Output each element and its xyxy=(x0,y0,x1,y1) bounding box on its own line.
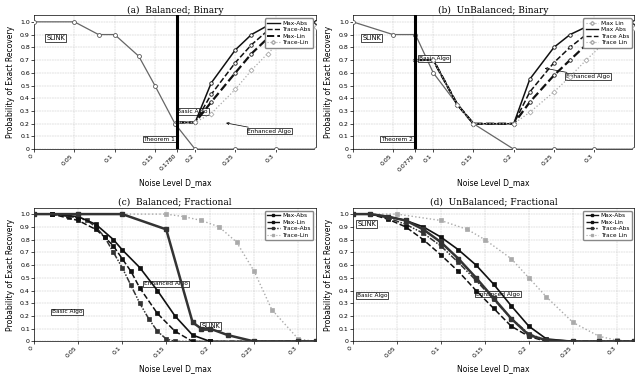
Legend: Max-Abs, Max-Lin, Trace-Abs, Trace Lin: Max-Abs, Max-Lin, Trace-Abs, Trace Lin xyxy=(583,211,632,240)
Text: Basic Algo: Basic Algo xyxy=(52,309,83,315)
Text: Basic Algo: Basic Algo xyxy=(357,293,388,298)
Legend: Max-Abs, Max-Lin, Trace-Abs, Trace-Lin: Max-Abs, Max-Lin, Trace-Abs, Trace-Lin xyxy=(264,211,313,240)
Title: (b)  UnBalanced; Binary: (b) UnBalanced; Binary xyxy=(438,6,549,15)
Text: Theorem 2: Theorem 2 xyxy=(381,136,413,141)
X-axis label: Noise Level D_max: Noise Level D_max xyxy=(458,178,530,187)
Text: Enhanced Algo: Enhanced Algo xyxy=(476,291,520,297)
Y-axis label: Probability of Exact Recovery: Probability of Exact Recovery xyxy=(6,219,15,330)
Legend: Max-Abs, Trace-Abs, Max-Lin, Trace-Lin: Max-Abs, Trace-Abs, Max-Lin, Trace-Lin xyxy=(264,18,313,48)
Text: Basic Algo: Basic Algo xyxy=(177,109,208,114)
Y-axis label: Probability of Exact Recovery: Probability of Exact Recovery xyxy=(324,219,333,330)
Text: SLINK: SLINK xyxy=(362,35,381,41)
Y-axis label: Probability of Exact Recovery: Probability of Exact Recovery xyxy=(324,26,333,138)
Text: Enhanced Algo: Enhanced Algo xyxy=(144,282,188,287)
X-axis label: Noise Level D_max: Noise Level D_max xyxy=(139,178,211,187)
Text: Theorem 1: Theorem 1 xyxy=(143,136,175,141)
X-axis label: Noise Level D_max: Noise Level D_max xyxy=(139,365,211,373)
Title: (d)  UnBalanced; Fractional: (d) UnBalanced; Fractional xyxy=(430,198,557,207)
Text: SLINK: SLINK xyxy=(357,221,376,227)
Title: (a)  Balanced; Binary: (a) Balanced; Binary xyxy=(127,6,223,15)
Text: Enhanced Algo: Enhanced Algo xyxy=(545,67,610,79)
Text: Enhanced Algo: Enhanced Algo xyxy=(227,122,291,134)
Text: SLINK: SLINK xyxy=(202,323,220,329)
X-axis label: Noise Level D_max: Noise Level D_max xyxy=(458,365,530,373)
Title: (c)  Balanced; Fractional: (c) Balanced; Fractional xyxy=(118,198,232,207)
Y-axis label: Probability of Exact Recovery: Probability of Exact Recovery xyxy=(6,26,15,138)
Legend: Max Lin, Max Abs, Trace Abs, Trace Lin: Max Lin, Max Abs, Trace Abs, Trace Lin xyxy=(583,18,632,48)
Text: SLINK: SLINK xyxy=(46,35,65,41)
Text: Basic Algo: Basic Algo xyxy=(419,56,449,61)
